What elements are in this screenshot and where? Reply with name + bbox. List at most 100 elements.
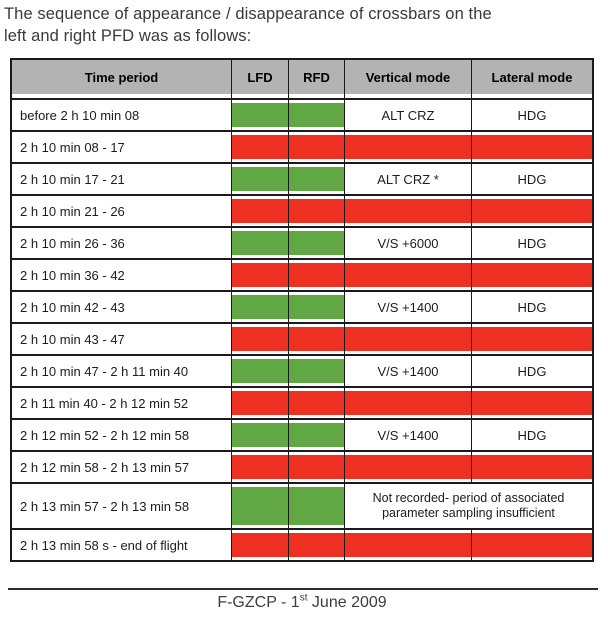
lfd-cell — [231, 484, 288, 528]
rfd-cell — [288, 196, 344, 226]
lateral-mode-cell — [471, 260, 592, 290]
rfd-status-bar-green — [289, 103, 344, 127]
vertical-mode-cell — [344, 530, 471, 560]
lfd-cell — [231, 100, 288, 130]
table-row: 2 h 10 min 42 - 43 V/S +1400 HDG — [12, 290, 592, 322]
lfd-status-bar-green — [232, 423, 288, 447]
rfd-cell — [288, 164, 344, 194]
header-label-vertical-mode: Vertical mode — [345, 60, 471, 94]
vertical-mode-cell: V/S +1400 — [344, 420, 471, 450]
lfd-cell — [231, 228, 288, 258]
lateral-mode-cell: HDG — [471, 228, 592, 258]
lfd-status-bar-green — [232, 167, 288, 191]
lfd-cell — [231, 420, 288, 450]
header-cell-lateral-mode: Lateral mode — [471, 60, 592, 98]
rfd-status-bar-green — [289, 487, 344, 525]
rfd-cell — [288, 356, 344, 386]
vertical-mode-cell — [344, 196, 471, 226]
rfd-status-bar-red — [289, 135, 344, 159]
lfd-status-bar-green — [232, 487, 288, 525]
time-period-cell: 2 h 11 min 40 - 2 h 12 min 52 — [20, 395, 189, 411]
vertical-mode-cell: V/S +1400 — [344, 292, 471, 322]
rfd-status-bar-green — [289, 167, 344, 191]
lateral-mode-cell: HDG — [471, 164, 592, 194]
header-label-lfd: LFD — [232, 60, 288, 94]
rfd-cell — [288, 484, 344, 528]
table-row: 2 h 10 min 08 - 17 — [12, 130, 592, 162]
rfd-cell — [288, 260, 344, 290]
lateral-mode-status-bar-red — [472, 199, 592, 223]
lfd-cell — [231, 530, 288, 560]
lfd-cell — [231, 196, 288, 226]
footer-caption-prefix: F-GZCP - 1 — [217, 594, 300, 611]
rfd-status-bar-green — [289, 295, 344, 319]
rfd-status-bar-red — [289, 199, 344, 223]
header-label-time-period: Time period — [12, 60, 231, 94]
rfd-cell — [288, 132, 344, 162]
rfd-cell — [288, 324, 344, 354]
footer-caption-suffix: June 2009 — [307, 594, 387, 611]
vertical-mode-cell — [344, 452, 471, 482]
lfd-status-bar-red — [232, 327, 288, 351]
rfd-cell — [288, 452, 344, 482]
lfd-cell — [231, 388, 288, 418]
page-title-line1: The sequence of appearance / disappearan… — [4, 5, 492, 23]
lfd-status-bar-red — [232, 135, 288, 159]
table-row: 2 h 10 min 47 - 2 h 11 min 40 V/S +1400 … — [12, 354, 592, 386]
lateral-mode-cell — [471, 452, 592, 482]
rfd-status-bar-red — [289, 263, 344, 287]
rfd-status-bar-red — [289, 391, 344, 415]
rfd-cell — [288, 228, 344, 258]
lateral-mode-cell — [471, 132, 592, 162]
time-period-cell: 2 h 10 min 26 - 36 — [20, 235, 125, 251]
rfd-status-bar-red — [289, 455, 344, 479]
lfd-cell — [231, 260, 288, 290]
time-period-cell: 2 h 12 min 52 - 2 h 12 min 58 — [20, 427, 190, 443]
vertical-mode-cell: V/S +1400 — [344, 356, 471, 386]
rfd-status-bar-red — [289, 327, 344, 351]
lfd-status-bar-green — [232, 295, 288, 319]
table-row: 2 h 12 min 52 - 2 h 12 min 58 V/S +1400 … — [12, 418, 592, 450]
lateral-mode-status-bar-red — [472, 263, 592, 287]
lateral-mode-cell: HDG — [471, 292, 592, 322]
lateral-mode-status-bar-red — [472, 391, 592, 415]
lfd-cell — [231, 164, 288, 194]
lateral-mode-status-bar-red — [472, 327, 592, 351]
vertical-mode-cell — [344, 324, 471, 354]
time-period-cell: 2 h 13 min 58 s - end of flight — [20, 537, 188, 553]
table-row: 2 h 13 min 58 s - end of flight — [12, 528, 592, 560]
lateral-mode-cell: HDG — [471, 100, 592, 130]
time-period-cell: 2 h 10 min 42 - 43 — [20, 299, 125, 315]
footer-caption-superscript: st — [299, 592, 308, 604]
header-cell-vertical-mode: Vertical mode — [344, 60, 471, 98]
lfd-status-bar-red — [232, 533, 288, 557]
table-row: 2 h 10 min 21 - 26 — [12, 194, 592, 226]
vertical-mode-cell: ALT CRZ * — [344, 164, 471, 194]
vertical-mode-status-bar-red — [345, 391, 471, 415]
lfd-cell — [231, 292, 288, 322]
vertical-mode-cell — [344, 260, 471, 290]
time-period-cell: 2 h 10 min 17 - 21 — [20, 171, 125, 187]
table-row: 2 h 10 min 17 - 21 ALT CRZ * HDG — [12, 162, 592, 194]
time-period-cell: 2 h 13 min 57 - 2 h 13 min 58 — [20, 498, 190, 514]
lfd-status-bar-green — [232, 359, 288, 383]
footer-caption: F-GZCP - 1st June 2009 — [10, 592, 594, 612]
vertical-mode-cell — [344, 132, 471, 162]
lateral-mode-cell: HDG — [471, 420, 592, 450]
lateral-mode-status-bar-red — [472, 455, 592, 479]
lfd-status-bar-green — [232, 103, 288, 127]
lateral-mode-cell — [471, 388, 592, 418]
table-row: 2 h 10 min 36 - 42 — [12, 258, 592, 290]
lfd-status-bar-red — [232, 199, 288, 223]
lateral-mode-cell: HDG — [471, 356, 592, 386]
vertical-mode-status-bar-red — [345, 455, 471, 479]
header-cell-lfd: LFD — [231, 60, 288, 98]
table-row-note: 2 h 13 min 57 - 2 h 13 min 58 Not record… — [12, 482, 592, 528]
lfd-status-bar-green — [232, 231, 288, 255]
header-label-rfd: RFD — [289, 60, 344, 94]
page-title: The sequence of appearance / disappearan… — [4, 3, 604, 47]
vertical-mode-status-bar-red — [345, 135, 471, 159]
time-period-cell: 2 h 10 min 21 - 26 — [20, 203, 125, 219]
rfd-cell — [288, 530, 344, 560]
